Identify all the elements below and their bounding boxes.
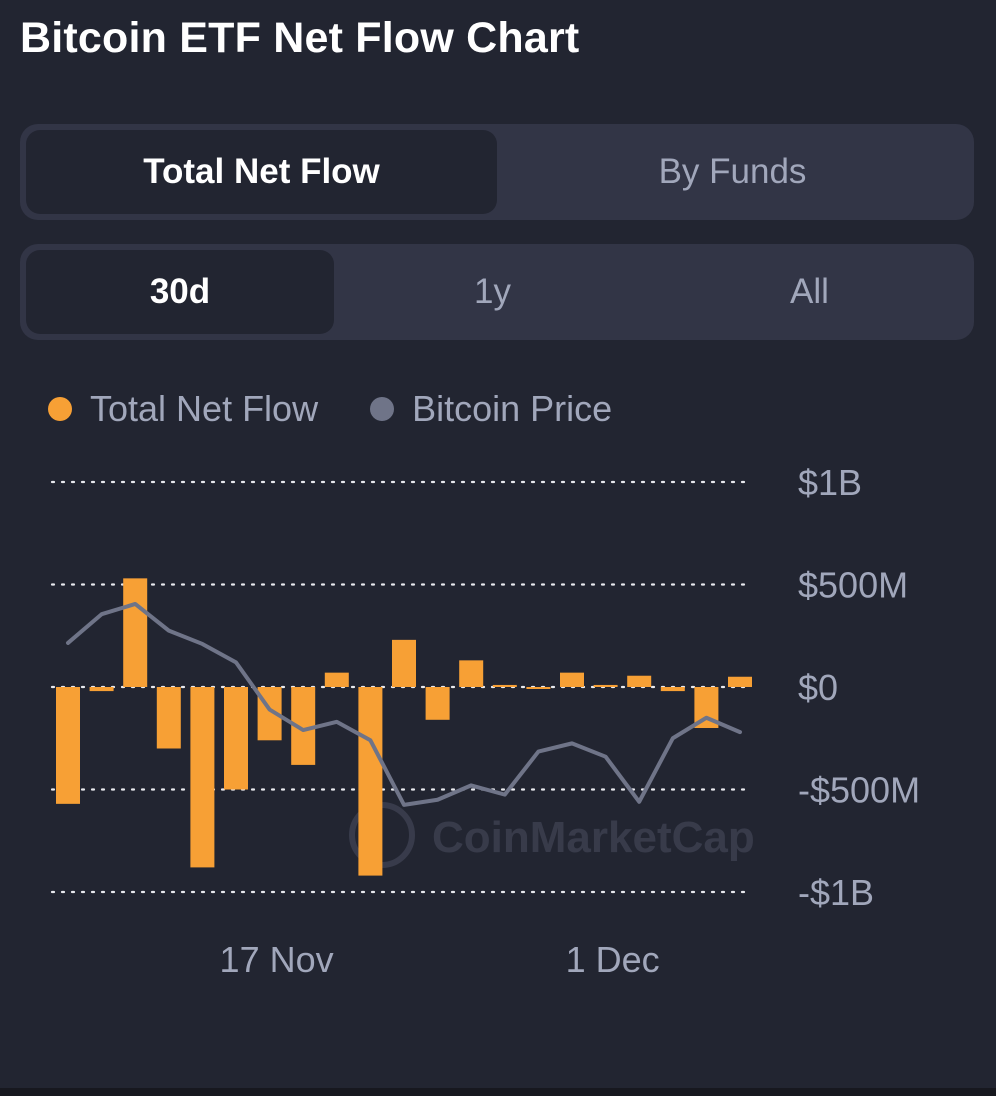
- view-toggle: Total Net Flow By Funds: [20, 124, 974, 220]
- net-flow-bar: [660, 687, 685, 692]
- gray-dot-icon: [370, 397, 395, 421]
- bitcoin-price-line: [66, 601, 742, 807]
- net-flow-bar: [156, 687, 181, 749]
- legend-label: Bitcoin Price: [412, 388, 613, 429]
- legend-item-bitcoin-price[interactable]: Bitcoin Price: [370, 388, 612, 430]
- tab-total-net-flow[interactable]: Total Net Flow: [26, 130, 497, 214]
- range-toggle: 30d 1y All: [20, 244, 974, 340]
- net-flow-bar: [56, 687, 80, 804]
- net-flow-bar: [560, 672, 584, 687]
- range-1y-button[interactable]: 1y: [474, 272, 511, 311]
- net-flow-bar: [526, 687, 551, 689]
- net-flow-bar: [728, 676, 752, 687]
- page-title: Bitcoin ETF Net Flow Chart: [20, 14, 580, 62]
- chart-legend: Total Net Flow Bitcoin Price: [48, 388, 664, 430]
- y-tick-label: -$500M: [798, 770, 920, 811]
- net-flow-bar: [123, 578, 148, 687]
- net-flow-bar: [392, 639, 416, 687]
- orange-dot-icon: [48, 397, 72, 421]
- net-flow-bar: [224, 687, 248, 790]
- range-30d-button[interactable]: 30d: [26, 250, 334, 334]
- net-flow-bar: [425, 687, 450, 720]
- tab-by-funds[interactable]: By Funds: [658, 152, 807, 191]
- net-flow-bar: [627, 675, 652, 687]
- y-tick-label: $1B: [798, 462, 862, 503]
- bottom-bar: [0, 1088, 996, 1096]
- x-tick-label: 17 Nov: [220, 939, 334, 980]
- net-flow-bar: [89, 687, 114, 692]
- legend-item-total-net-flow[interactable]: Total Net Flow: [48, 388, 318, 430]
- x-tick-label: 1 Dec: [566, 939, 660, 980]
- net-flow-bar: [190, 687, 215, 868]
- net-flow-bar: [358, 687, 383, 876]
- watermark-text: CoinMarketCap: [432, 813, 755, 862]
- net-flow-chart: CoinMarketCap $1B $500M $0 -$500M -$1B 17 Nov 1…: [50, 462, 920, 980]
- range-all-button[interactable]: All: [790, 272, 829, 311]
- y-tick-label: $0: [798, 667, 838, 708]
- net-flow-bar: [593, 684, 618, 687]
- net-flow-bar: [459, 660, 484, 687]
- y-tick-label: -$1B: [798, 872, 874, 913]
- net-flow-bar: [324, 672, 349, 687]
- y-tick-label: $500M: [798, 565, 908, 606]
- legend-label: Total Net Flow: [90, 388, 319, 429]
- net-flow-bar: [492, 684, 517, 687]
